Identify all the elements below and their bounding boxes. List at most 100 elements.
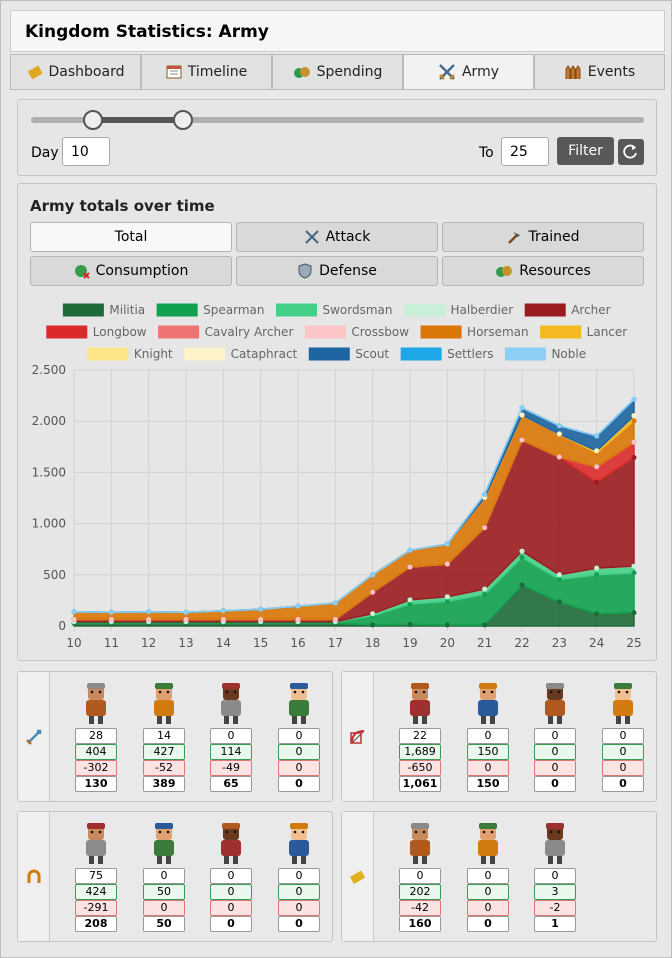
legend-label: Scout [355,347,389,361]
card-icon [349,729,364,744]
point [519,405,525,411]
legend-swatch [275,303,317,317]
unit-stat: 65 [210,776,252,792]
unit-stat: -650 [399,760,441,776]
point [444,622,450,628]
legend-swatch [524,303,566,317]
point [519,437,525,443]
unit-stat: 0 [278,900,320,916]
unit-sprite [154,823,174,864]
view-icon [304,230,319,244]
tab[interactable]: Events [534,54,665,90]
unit-stat: 0 [210,900,252,916]
point [407,547,413,553]
x-tick-label: 24 [589,636,604,650]
tab[interactable]: Dashboard [10,54,141,90]
view-button[interactable]: Attack [236,222,438,252]
point [556,572,562,578]
point [258,606,264,612]
point [482,525,488,531]
view-button[interactable]: Defense [236,256,438,286]
unit-stat: 427 [143,744,185,760]
view-label: Total [114,229,148,245]
unit-card: 28 404 -302 130 14 427 -52 389 0 114 -49 65 0 0 0 0 [17,671,333,802]
view-button[interactable]: Consumption [30,256,232,286]
view-button[interactable]: Total [30,222,232,252]
card-icon-strip [18,672,50,801]
point [519,412,525,418]
unit-stat: 0 [602,744,644,760]
unit-card: 75 424 -291 208 0 50 0 50 0 0 0 0 0 0 0 0 [17,811,333,942]
y-tick-label: 500 [43,568,66,582]
legend-label: Noble [551,347,586,361]
reset-button[interactable] [618,139,644,165]
legend-swatch [308,347,350,361]
legend-label: Cavalry Archer [205,325,294,339]
card-icon-strip [342,672,374,801]
card-icon [27,869,40,883]
point [258,616,264,622]
point [332,616,338,622]
unit-stat: -2 [534,900,576,916]
x-tick-label: 22 [514,636,529,650]
view-icon [496,266,513,277]
unit-stat: 202 [399,884,441,900]
tab[interactable]: Army [403,54,534,90]
unit-stat: 0 [534,744,576,760]
legend-label: Longbow [93,325,147,339]
unit-stat: 50 [143,884,185,900]
tab-label: Dashboard [48,64,125,80]
unit-stat: 0 [602,728,644,744]
unit-stat: 0 [278,868,320,884]
point [519,548,525,554]
unit-stat: 0 [467,728,509,744]
legend-swatch [46,325,88,339]
view-icon [508,232,521,244]
x-tick-label: 14 [216,636,231,650]
unit-stat: 389 [143,776,185,792]
tab-icon [439,64,455,80]
point [370,572,376,578]
unit-stat: 0 [278,760,320,776]
unit-stat: 0 [278,916,320,932]
tab[interactable]: Timeline [141,54,272,90]
unit-stat: 0 [534,760,576,776]
unit-sprite [289,683,309,724]
point [370,589,376,595]
point [594,433,600,439]
point [594,479,600,485]
unit-stat: 75 [75,868,117,884]
filter-button[interactable]: Filter [557,137,614,165]
day-slider[interactable] [18,100,656,140]
unit-stat: 1,689 [399,744,441,760]
unit-stat: 50 [143,916,185,932]
unit-stat: 0 [278,884,320,900]
tab-label: Events [587,64,636,80]
unit-stat: 0 [467,868,509,884]
unit-stat: -291 [75,900,117,916]
unit-stat: -49 [210,760,252,776]
tab[interactable]: Spending [272,54,403,90]
point [556,576,562,582]
tab-label: Timeline [187,64,248,80]
unit-stat: -42 [399,900,441,916]
unit-stat: -52 [143,760,185,776]
view-label: Attack [325,229,371,245]
point [407,597,413,603]
point [631,610,637,616]
point [108,609,114,615]
unit-stat: 404 [75,744,117,760]
to-input[interactable]: 25 [501,137,549,166]
unit-stat: 0 [534,776,576,792]
point [594,464,600,470]
y-tick-label: 1.000 [32,517,66,531]
unit-stat: 0 [210,916,252,932]
point [407,601,413,607]
unit-sprite [478,683,498,724]
legend-row: Militia Spearman Swordsman Halberdier Archer [62,303,611,317]
tab-icon [293,67,310,78]
view-button[interactable]: Resources [442,256,644,286]
day-input[interactable]: 10 [62,137,110,166]
legend-label: Knight [134,347,173,361]
view-button[interactable]: Trained [442,222,644,252]
